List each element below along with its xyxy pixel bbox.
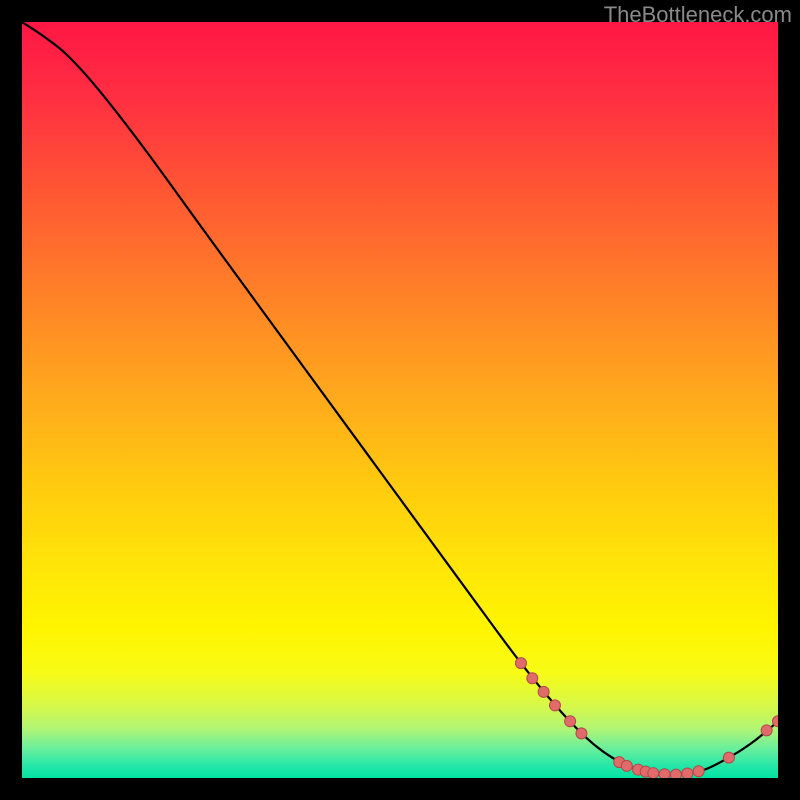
bottleneck-chart — [0, 0, 800, 800]
data-point-marker — [670, 769, 681, 780]
data-point-marker — [682, 768, 693, 779]
data-point-marker — [527, 673, 538, 684]
data-point-marker — [648, 768, 659, 779]
data-point-marker — [659, 769, 670, 780]
data-point-marker — [723, 752, 734, 763]
data-point-marker — [621, 760, 632, 771]
data-point-marker — [515, 658, 526, 669]
data-point-marker — [549, 700, 560, 711]
data-point-marker — [576, 728, 587, 739]
data-point-marker — [538, 686, 549, 697]
chart-container: TheBottleneck.com — [0, 0, 800, 800]
data-point-marker — [565, 716, 576, 727]
data-point-marker — [773, 716, 784, 727]
data-point-marker — [761, 725, 772, 736]
data-point-marker — [693, 766, 704, 777]
